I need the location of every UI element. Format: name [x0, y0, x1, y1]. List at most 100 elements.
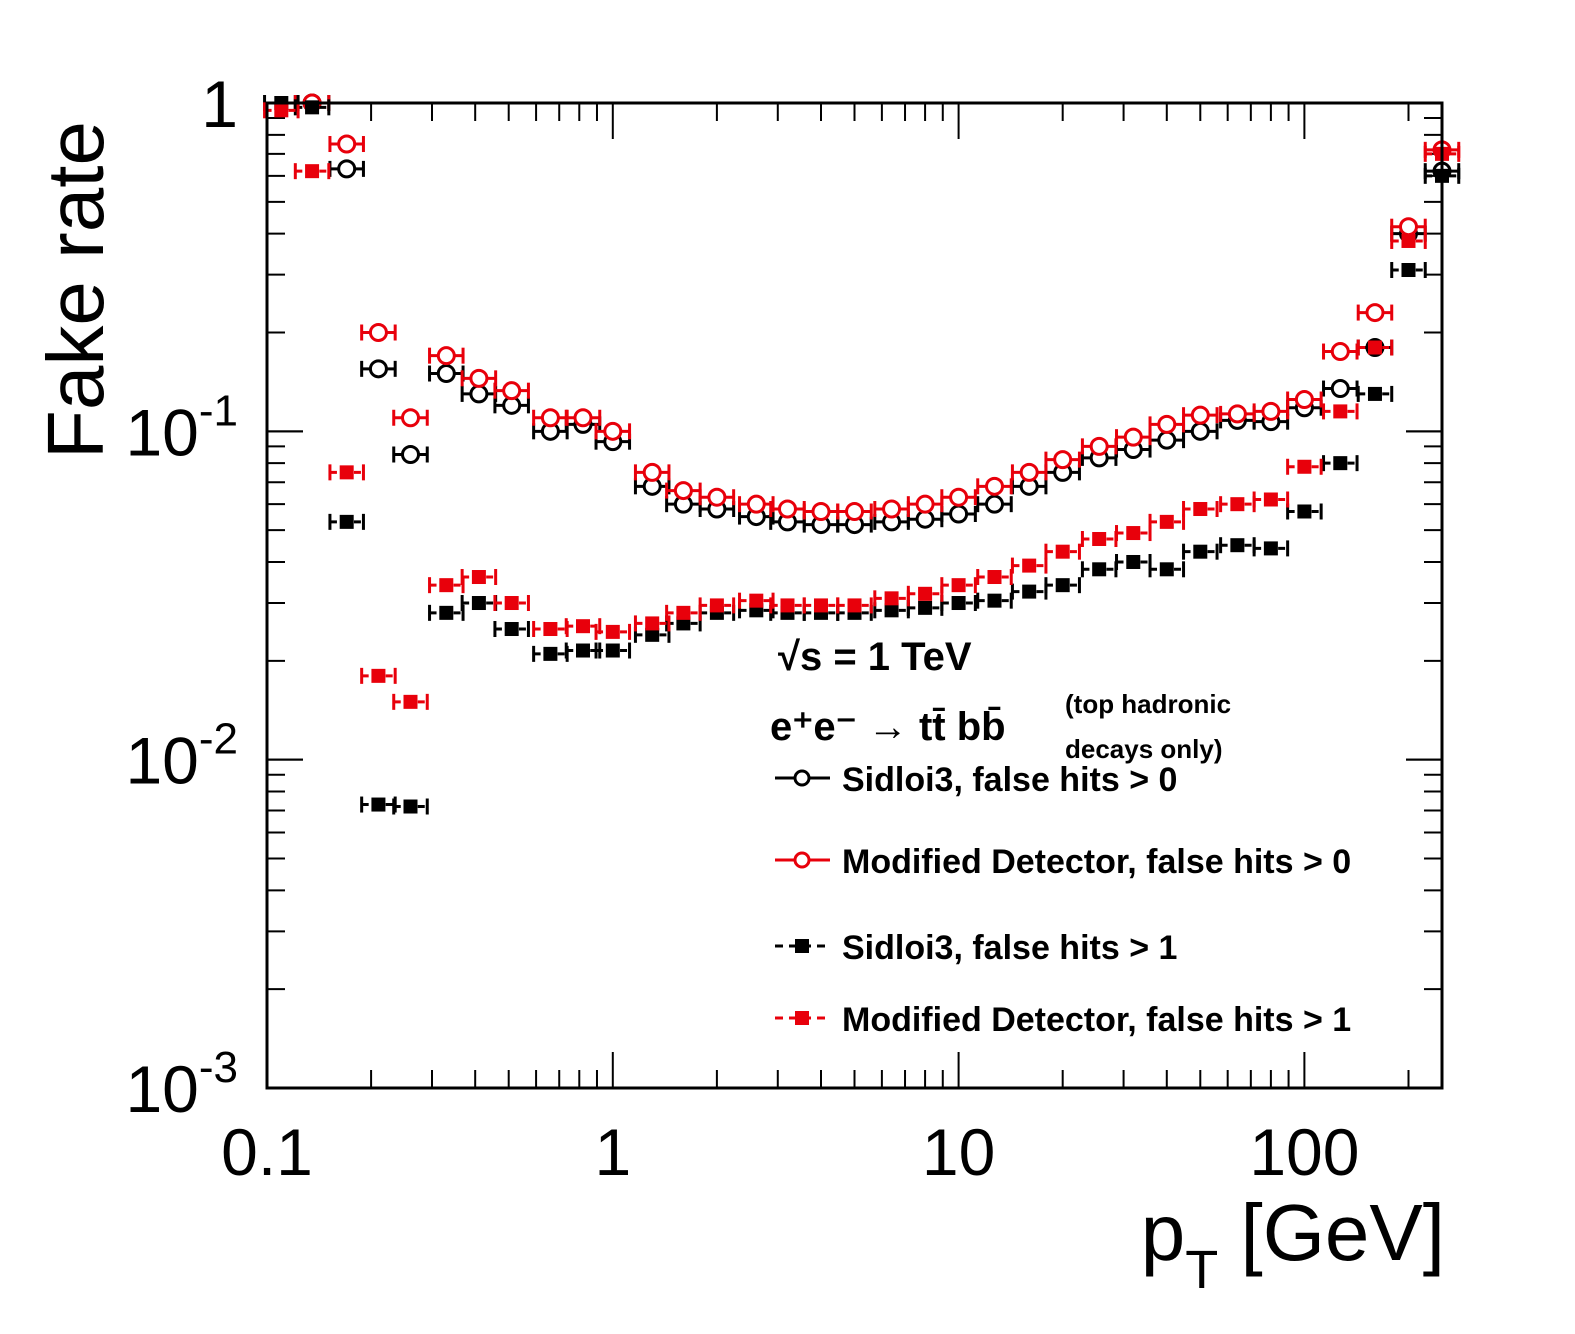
data-point [949, 504, 969, 524]
data-point [707, 487, 727, 507]
data-point [1365, 303, 1385, 323]
data-point [504, 596, 519, 611]
energy-annotation: √s = 1 TeV [778, 635, 972, 679]
data-point [436, 364, 456, 384]
data-point [1398, 217, 1418, 237]
y-tick-label-exponent: -1 [199, 386, 238, 435]
data-point [1227, 404, 1247, 424]
y-tick-label-base: 10 [125, 724, 198, 798]
data-point [1330, 379, 1350, 399]
data-point [1333, 456, 1348, 471]
data-point [1193, 544, 1208, 559]
data-point [811, 501, 831, 521]
data-point [676, 616, 691, 631]
process-note-line1: (top hadronic [1065, 689, 1231, 719]
data-point [504, 622, 519, 637]
data-point [645, 627, 660, 642]
data-point [337, 159, 357, 179]
x-axis-label-main: p [1141, 1188, 1186, 1277]
data-point [1055, 578, 1070, 593]
x-tick-label: 0.1 [221, 1115, 313, 1189]
data-series [263, 93, 1461, 815]
data-point [1022, 584, 1037, 599]
y-tick-label: 10-2 [125, 715, 238, 798]
data-point [1297, 504, 1312, 519]
data-point [1261, 401, 1281, 421]
data-point [915, 494, 935, 514]
data-point [847, 598, 862, 613]
x-axis-label-sub: T [1185, 1240, 1218, 1300]
data-point [749, 593, 764, 608]
data-point [813, 598, 828, 613]
data-point [305, 164, 320, 179]
data-point [1159, 514, 1174, 529]
data-point [339, 465, 354, 480]
y-tick-label-exponent: -3 [199, 1043, 238, 1092]
series-2 [293, 93, 1461, 521]
data-point [1053, 450, 1073, 470]
data-point [882, 499, 902, 519]
data-point [1123, 427, 1143, 447]
data-point [1022, 558, 1037, 573]
data-point [645, 616, 660, 631]
data-point [918, 586, 933, 601]
data-point [469, 384, 489, 404]
y-tick-label-exponent: -2 [199, 715, 238, 764]
y-tick-label: 1 [201, 67, 238, 141]
plot-frame [265, 101, 1444, 1090]
data-point [368, 359, 388, 379]
y-tick-label-base: 10 [125, 395, 198, 469]
legend-marker [795, 1011, 809, 1025]
data-point [780, 598, 795, 613]
data-point [949, 487, 969, 507]
data-point [543, 622, 558, 637]
data-point [368, 322, 388, 342]
data-point [987, 593, 1002, 608]
y-axis-label: Fake rate [31, 121, 120, 459]
legend-marker [793, 851, 811, 869]
data-point [1157, 430, 1177, 450]
legend: Sidloi3, false hits > 0 Modified Detector… [775, 761, 1351, 1039]
data-point [1126, 554, 1141, 569]
data-point [845, 501, 864, 521]
data-point [540, 408, 560, 428]
legend-label: Modified Detector, false hits > 1 [842, 1001, 1351, 1039]
data-point [605, 643, 620, 658]
data-point [673, 481, 693, 501]
x-axis-label: pT [GeV] [1141, 1188, 1445, 1300]
data-point [1190, 421, 1210, 441]
data-point [371, 797, 386, 812]
data-point [1126, 526, 1141, 541]
data-point [951, 578, 966, 593]
data-point [1230, 538, 1245, 553]
x-tick-label: 1 [594, 1115, 631, 1189]
data-point [1294, 390, 1314, 410]
data-point [1367, 386, 1382, 401]
data-point [1092, 531, 1107, 546]
data-point [1193, 502, 1208, 517]
data-point [1330, 342, 1350, 362]
data-point [884, 603, 899, 618]
data-point [575, 643, 590, 658]
data-point [1333, 404, 1348, 419]
data-point [1263, 541, 1278, 556]
data-point [1401, 263, 1416, 278]
legend-label: Sidloi3, false hits > 1 [842, 929, 1177, 967]
x-tick-label: 10 [922, 1115, 995, 1189]
data-point [439, 578, 454, 593]
data-point [371, 668, 386, 683]
legend-marker [795, 939, 809, 953]
y-tick-label: 10-1 [125, 386, 238, 469]
data-point [337, 134, 357, 154]
legend-label: Modified Detector, false hits > 0 [842, 843, 1351, 881]
y-tick-label-base: 10 [125, 1052, 198, 1126]
data-point [575, 619, 590, 634]
data-point [1367, 340, 1382, 355]
legend-marker [793, 769, 811, 787]
process-note-line2: decays only) [1065, 734, 1223, 764]
y-tick-label-base: 1 [201, 67, 238, 141]
data-point [339, 514, 354, 529]
